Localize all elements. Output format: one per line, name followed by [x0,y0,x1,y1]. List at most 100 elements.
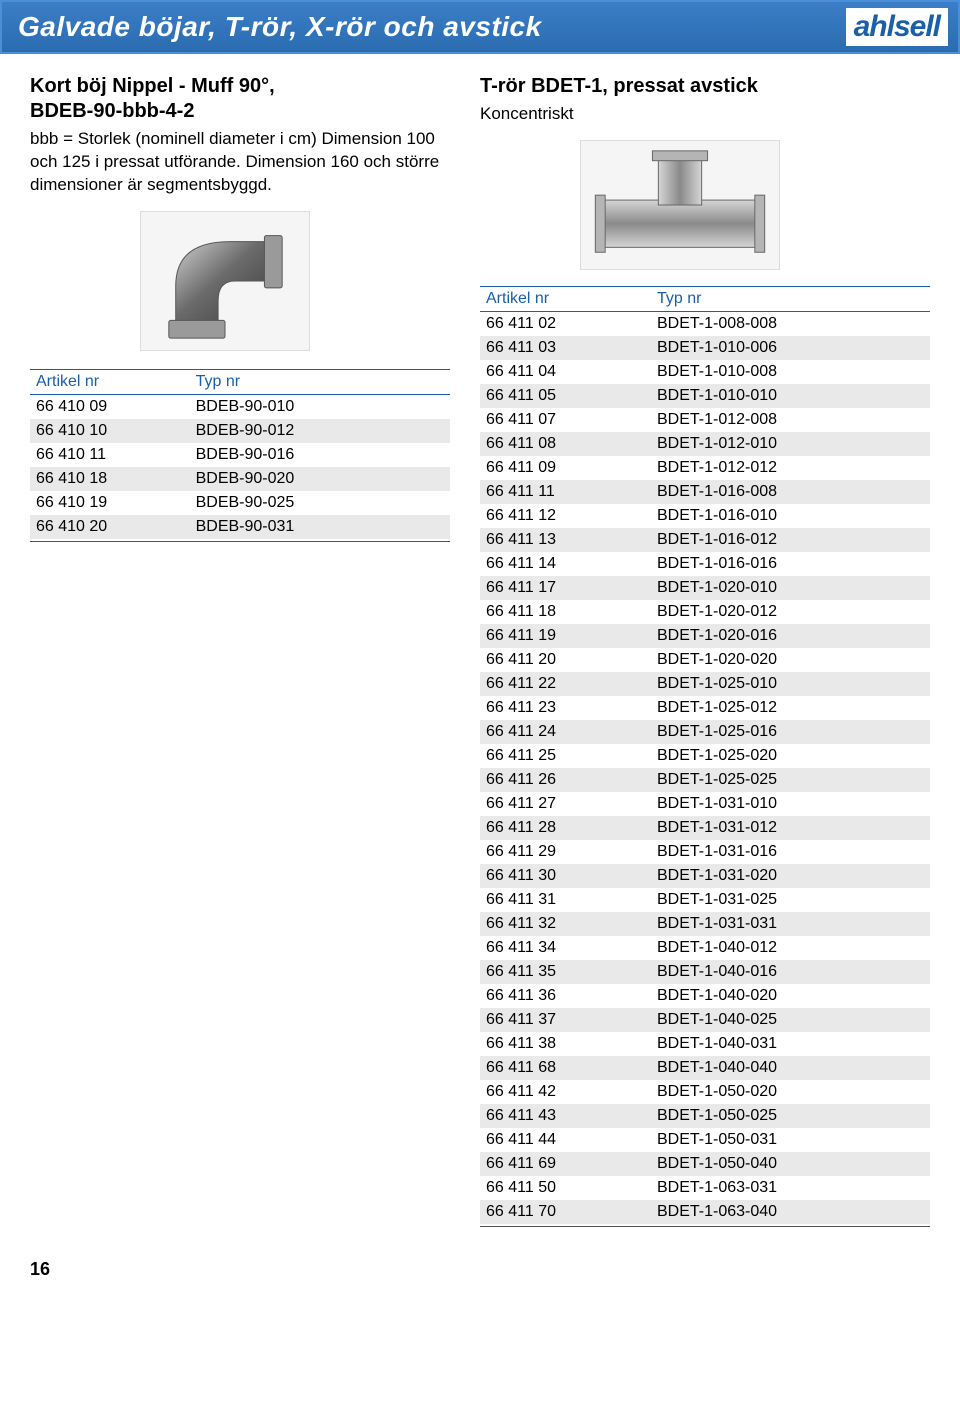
right-product-subtitle: Koncentriskt [480,103,930,126]
table-cell: BDET-1-040-040 [651,1056,930,1080]
table-cell: 66 410 19 [30,491,190,515]
left-title-line2: BDEB-90-bbb-4-2 [30,100,194,122]
table-cell: BDET-1-010-008 [651,360,930,384]
left-product-desc: bbb = Storlek (nominell diameter i cm) D… [30,128,450,197]
page-title: Galvade böjar, T-rör, X-rör och avstick [18,11,542,43]
table-cell: 66 410 10 [30,419,190,443]
table-cell: 66 411 43 [480,1104,651,1128]
elbow-pipe-icon [141,212,309,350]
table-cell: BDEB-90-031 [190,515,450,539]
table-cell: 66 411 12 [480,504,651,528]
table-cell: 66 411 26 [480,768,651,792]
table-row: 66 411 68BDET-1-040-040 [480,1056,930,1080]
table-row: 66 411 27BDET-1-031-010 [480,792,930,816]
table-row: 66 411 12BDET-1-016-010 [480,504,930,528]
table-cell: 66 411 18 [480,600,651,624]
table-row: 66 411 13BDET-1-016-012 [480,528,930,552]
right-table-header-article: Artikel nr [480,286,651,311]
table-cell: BDEB-90-020 [190,467,450,491]
table-row: 66 411 18BDET-1-020-012 [480,600,930,624]
table-cell: BDEB-90-012 [190,419,450,443]
table-row: 66 411 35BDET-1-040-016 [480,960,930,984]
page-header: Galvade böjar, T-rör, X-rör och avstick … [0,0,960,54]
right-column: T-rör BDET-1, pressat avstick Koncentris… [480,74,930,1227]
table-cell: 66 411 07 [480,408,651,432]
table-row: 66 411 32BDET-1-031-031 [480,912,930,936]
table-row: 66 411 25BDET-1-025-020 [480,744,930,768]
table-cell: 66 411 31 [480,888,651,912]
table-cell: BDEB-90-025 [190,491,450,515]
table-row: 66 411 36BDET-1-040-020 [480,984,930,1008]
table-cell: 66 410 11 [30,443,190,467]
table-cell: 66 411 22 [480,672,651,696]
table-cell: BDEB-90-010 [190,394,450,419]
table-row: 66 411 26BDET-1-025-025 [480,768,930,792]
table-row: 66 411 29BDET-1-031-016 [480,840,930,864]
table-row: 66 411 69BDET-1-050-040 [480,1152,930,1176]
table-cell: BDET-1-031-010 [651,792,930,816]
table-cell: 66 411 13 [480,528,651,552]
table-cell: BDET-1-020-010 [651,576,930,600]
left-table: Artikel nr Typ nr 66 410 09BDEB-90-01066… [30,369,450,539]
table-cell: 66 410 18 [30,467,190,491]
table-cell: 66 411 08 [480,432,651,456]
table-cell: 66 411 20 [480,648,651,672]
table-cell: BDEB-90-016 [190,443,450,467]
table-cell: 66 411 17 [480,576,651,600]
table-cell: 66 411 50 [480,1176,651,1200]
table-cell: BDET-1-016-010 [651,504,930,528]
table-row: 66 411 34BDET-1-040-012 [480,936,930,960]
table-cell: BDET-1-040-025 [651,1008,930,1032]
table-cell: 66 411 35 [480,960,651,984]
table-row: 66 411 02BDET-1-008-008 [480,311,930,336]
table-row: 66 411 70BDET-1-063-040 [480,1200,930,1224]
left-table-header-typ: Typ nr [190,369,450,394]
table-row: 66 410 20BDEB-90-031 [30,515,450,539]
elbow-pipe-image [140,211,310,351]
table-cell: BDET-1-040-031 [651,1032,930,1056]
table-cell: BDET-1-031-016 [651,840,930,864]
table-row: 66 411 03BDET-1-010-006 [480,336,930,360]
content-area: Kort böj Nippel - Muff 90°, BDEB-90-bbb-… [0,54,960,1247]
table-cell: BDET-1-012-008 [651,408,930,432]
table-cell: BDET-1-025-016 [651,720,930,744]
table-cell: BDET-1-025-012 [651,696,930,720]
table-cell: 66 411 38 [480,1032,651,1056]
left-table-wrap: Artikel nr Typ nr 66 410 09BDEB-90-01066… [30,369,450,542]
table-cell: BDET-1-008-008 [651,311,930,336]
right-table-wrap: Artikel nr Typ nr 66 411 02BDET-1-008-00… [480,286,930,1227]
table-cell: BDET-1-031-025 [651,888,930,912]
right-table-header-typ: Typ nr [651,286,930,311]
table-cell: 66 411 14 [480,552,651,576]
table-row: 66 411 23BDET-1-025-012 [480,696,930,720]
t-pipe-icon [581,141,779,269]
table-cell: 66 411 23 [480,696,651,720]
table-cell: 66 411 11 [480,480,651,504]
table-row: 66 411 30BDET-1-031-020 [480,864,930,888]
table-cell: BDET-1-016-008 [651,480,930,504]
table-cell: BDET-1-020-012 [651,600,930,624]
table-cell: BDET-1-050-040 [651,1152,930,1176]
table-row: 66 411 08BDET-1-012-010 [480,432,930,456]
table-cell: BDET-1-025-010 [651,672,930,696]
table-cell: 66 410 20 [30,515,190,539]
table-cell: BDET-1-040-012 [651,936,930,960]
table-row: 66 410 10BDEB-90-012 [30,419,450,443]
table-cell: 66 411 04 [480,360,651,384]
table-cell: 66 411 68 [480,1056,651,1080]
table-cell: BDET-1-031-020 [651,864,930,888]
table-cell: 66 411 25 [480,744,651,768]
table-row: 66 411 28BDET-1-031-012 [480,816,930,840]
left-product-title: Kort böj Nippel - Muff 90°, BDEB-90-bbb-… [30,74,450,124]
table-cell: 66 411 03 [480,336,651,360]
table-row: 66 411 38BDET-1-040-031 [480,1032,930,1056]
table-row: 66 411 09BDET-1-012-012 [480,456,930,480]
right-table: Artikel nr Typ nr 66 411 02BDET-1-008-00… [480,286,930,1224]
table-cell: BDET-1-040-016 [651,960,930,984]
right-product-title: T-rör BDET-1, pressat avstick [480,74,930,99]
table-cell: 66 411 34 [480,936,651,960]
table-cell: BDET-1-063-031 [651,1176,930,1200]
table-row: 66 411 11BDET-1-016-008 [480,480,930,504]
table-cell: 66 411 37 [480,1008,651,1032]
table-cell: 66 411 44 [480,1128,651,1152]
